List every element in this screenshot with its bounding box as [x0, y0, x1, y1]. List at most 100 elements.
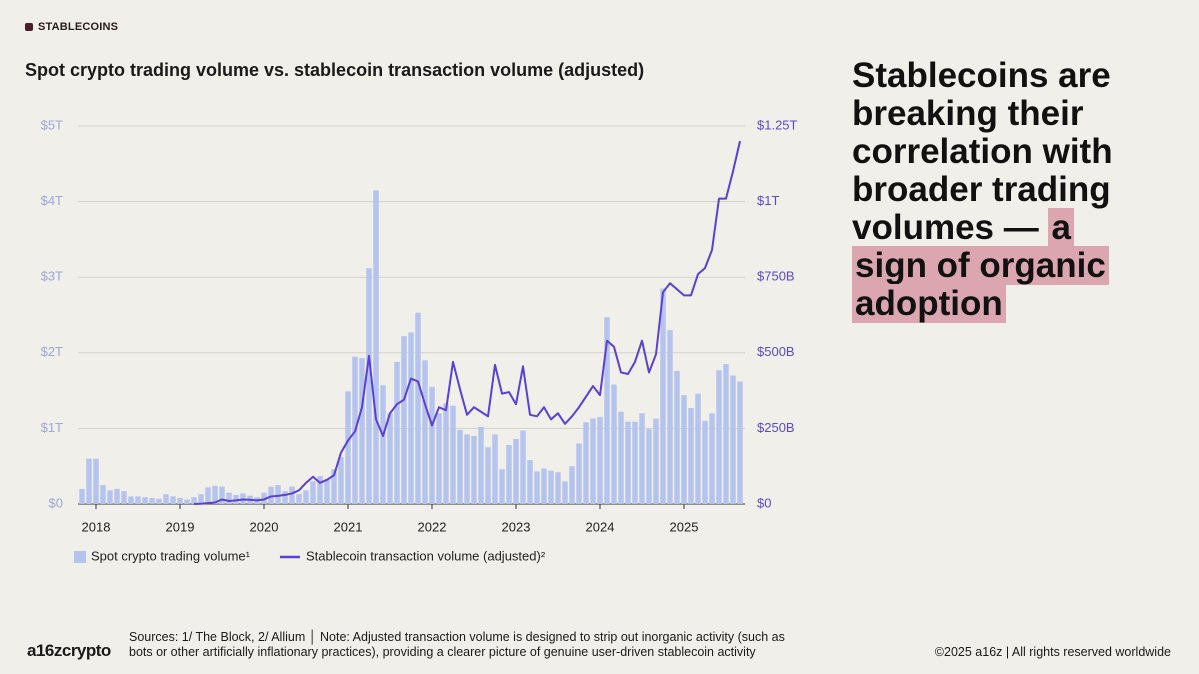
bar — [632, 421, 638, 504]
y-tick-label: $4T — [41, 193, 63, 208]
bar — [121, 491, 127, 504]
bar — [681, 395, 687, 504]
bar — [380, 385, 386, 504]
y-tick-label: $5T — [41, 117, 63, 132]
bar — [317, 476, 323, 504]
bar — [534, 471, 540, 504]
bar — [471, 435, 477, 504]
bar — [583, 422, 589, 504]
bar — [709, 413, 715, 504]
bar — [450, 405, 456, 504]
bar — [310, 481, 316, 504]
bar — [730, 375, 736, 504]
bar — [184, 499, 190, 504]
bar — [296, 494, 302, 504]
bar — [261, 492, 267, 504]
bar — [464, 434, 470, 504]
bar — [114, 488, 120, 504]
bar — [562, 481, 568, 504]
bar — [345, 391, 351, 504]
y2-tick-label: $250B — [757, 420, 795, 435]
sources: Sources: 1/ The Block, 2/ Allium │ Note:… — [129, 630, 785, 659]
bar — [667, 330, 673, 504]
bar — [86, 458, 92, 504]
bar — [268, 486, 274, 504]
bar — [485, 447, 491, 504]
section-label-text: STABLECOINS — [38, 21, 119, 33]
bar — [520, 430, 526, 504]
bar — [611, 384, 617, 504]
bar — [212, 485, 218, 504]
bar — [331, 469, 337, 504]
bar — [415, 312, 421, 504]
copyright: ©2025 a16z | All rights reserved worldwi… — [934, 645, 1171, 659]
bar — [149, 497, 155, 504]
bar — [688, 407, 694, 504]
x-tick-label: 2024 — [586, 519, 615, 534]
bar — [513, 438, 519, 504]
bar — [324, 479, 330, 504]
bar — [289, 486, 295, 504]
line — [193, 140, 741, 505]
bar — [401, 336, 407, 504]
bar — [646, 429, 652, 504]
bar — [156, 498, 162, 504]
logo: a16zcrypto — [27, 641, 111, 660]
bar — [625, 421, 631, 504]
bar — [198, 494, 204, 504]
legend-label: Stablecoin transaction volume (adjusted)… — [306, 548, 546, 563]
y2-tick-label: $500B — [757, 344, 795, 359]
bar — [422, 360, 428, 504]
bar — [492, 434, 498, 504]
bar — [338, 457, 344, 504]
bar — [163, 494, 169, 504]
x-tick-label: 2023 — [502, 519, 531, 534]
x-tick-label: 2025 — [670, 519, 699, 534]
bar — [653, 418, 659, 504]
bar — [219, 486, 225, 504]
bar — [541, 468, 547, 504]
bar — [569, 466, 575, 504]
bar — [457, 429, 463, 504]
section-label: STABLECOINS — [25, 21, 118, 33]
y2-tick-label: $750B — [757, 269, 795, 284]
bar — [436, 413, 442, 504]
bar — [394, 361, 400, 504]
bar — [443, 403, 449, 504]
bar — [275, 485, 281, 504]
bar — [205, 487, 211, 504]
headline: Stablecoins are breaking their correlati… — [852, 57, 1152, 323]
x-tick-label: 2022 — [418, 519, 447, 534]
x-tick-label: 2019 — [166, 519, 195, 534]
bar — [506, 445, 512, 504]
bar — [366, 268, 372, 504]
bar — [660, 288, 666, 504]
tag-icon — [25, 23, 33, 31]
bar — [100, 485, 106, 504]
bar — [142, 497, 148, 504]
legend-label: Spot crypto trading volume¹ — [91, 548, 251, 563]
bar — [359, 358, 365, 504]
bar — [604, 317, 610, 504]
bar — [177, 497, 183, 504]
bar — [548, 470, 554, 504]
bar — [191, 497, 197, 504]
bar — [555, 472, 561, 504]
bar — [79, 488, 85, 504]
y-tick-label: $2T — [41, 344, 63, 359]
bar — [674, 370, 680, 504]
bar — [135, 496, 141, 504]
x-tick-label: 2020 — [250, 519, 279, 534]
y-tick-label: $0 — [49, 495, 63, 510]
bar — [597, 417, 603, 504]
bar — [590, 418, 596, 504]
y2-tick-label: $0 — [757, 495, 771, 510]
bar — [737, 381, 743, 504]
bar — [723, 364, 729, 504]
bar — [695, 393, 701, 504]
bar — [429, 386, 435, 504]
bar — [170, 496, 176, 504]
bar — [576, 443, 582, 504]
bar — [128, 496, 134, 504]
